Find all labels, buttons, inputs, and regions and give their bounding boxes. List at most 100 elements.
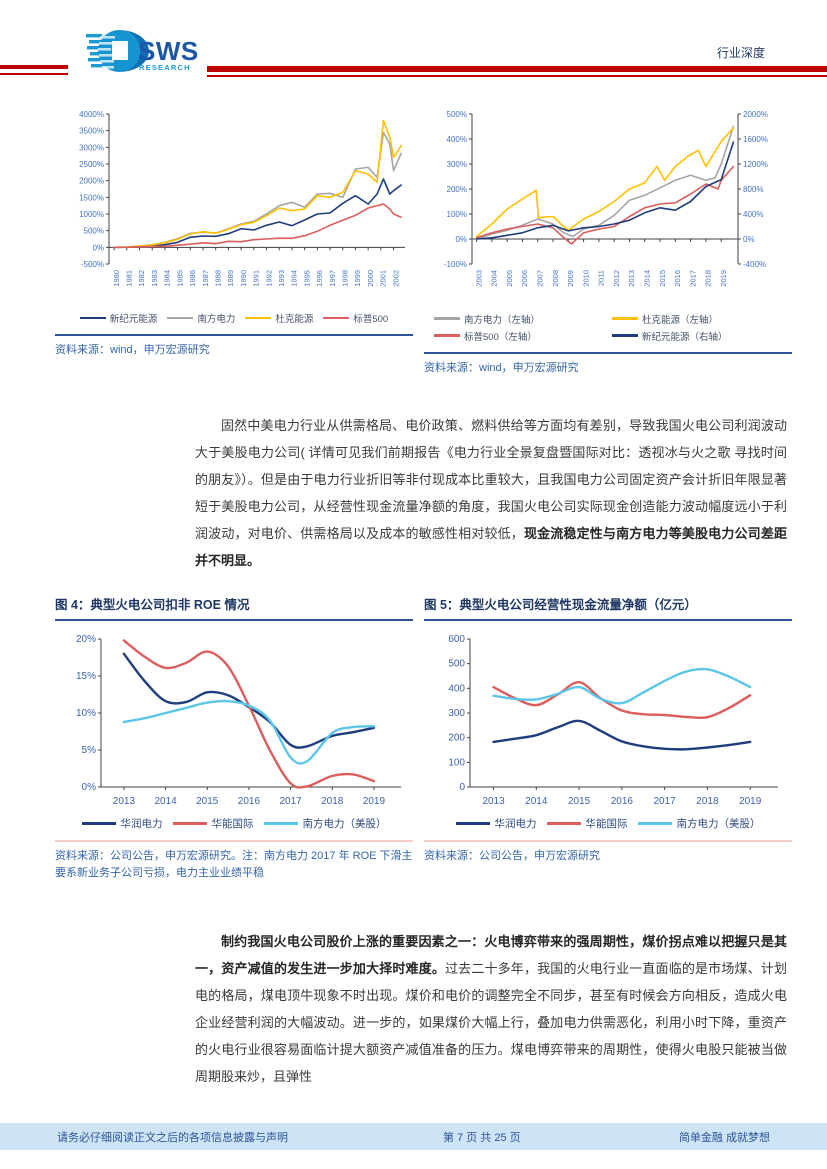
page-footer: 请务必仔细阅读正文之后的各项信息披露与声明 第 7 页 共 25 页 简单金融 … [0,1123,827,1150]
top-charts-row: 4000% 3500% 3000% 2500% 2000% 1500% 1000% 500% 0… [55,106,792,377]
bold-text-run: 现金流稳定性与南方电力等美股电力公司差距并不明显。 [195,526,787,568]
footer-disclaimer: 请务必仔细阅读正文之后的各项信息披露与声明 [57,1131,288,1144]
x-axis-tick-label: 1995 [302,270,311,287]
legend-label: 南方电力（左轴） [464,314,541,326]
report-type-label: 行业深度 [716,46,765,60]
series-line [122,699,376,765]
legend-label: 华能国际 [585,818,628,830]
chart-legend: 华润电力 华能国际 南方电力（美股） [424,815,792,832]
x-axis-tick-label: 1990 [239,270,248,287]
y-axis-tick-label: 400% [447,135,467,144]
text-run: 固然中美电力行业从供需格局、电价政策、燃料供给等方面均有差别，导致我国火电公司利… [195,418,787,541]
source-note: 资料来源：wind，申万宏源研究 [424,362,579,374]
x-axis-tick-label: 2005 [505,270,514,287]
x-axis-tick-label: 2013 [482,796,505,807]
cashflow-line-chart: 600 500 400 300 200 100 0 2013 2014 2015 2016 2017 2… [448,634,778,807]
y-axis-tick-label: 2000% [79,177,104,186]
chart-legend: 新纪元能源 南方电力 杜克能源 标普500 [55,310,413,326]
x-axis-tick-label: 2008 [551,270,560,287]
legend-label: 新纪元能源 [109,314,158,325]
y-axis-tick-label: 200% [447,185,467,194]
sws-logo: SWS RESEARCH [86,24,204,80]
y2-axis-tick-label: 800% [743,185,763,194]
header-rule [207,75,827,77]
x-axis-tick-label: 2017 [654,796,677,807]
legend-line-swatch [434,334,460,337]
x-axis-tick-label: 1991 [252,270,261,287]
y-axis-tick-label: 3000% [79,143,104,152]
x-axis-tick-label: 1999 [353,270,362,287]
y-axis-tick-label: 4000% [79,110,104,119]
legend-line-swatch [172,822,207,825]
x-axis-tick-label: 1984 [163,270,172,287]
y-axis-tick-label: 100 [448,757,465,768]
legend-label: 标普500（左轴） [464,331,537,343]
x-axis-tick-label: 1987 [201,270,210,287]
x-axis-tick-label: 2006 [520,270,529,287]
legend-line-swatch [245,316,272,320]
x-axis-tick-label: 1997 [328,270,337,287]
x-axis-tick-label: 2013 [627,270,636,287]
y-axis-tick-label: 500 [448,659,465,670]
figure-us-power-1980-2002: 4000% 3500% 3000% 2500% 2000% 1500% 1000% 500% 0… [55,106,413,377]
x-axis-tick-label: 2019 [363,796,386,807]
x-axis-tick-label: 2014 [525,796,548,807]
x-axis-tick-label: 1998 [341,270,350,287]
header-rule [207,66,827,72]
footer-slogan: 简单金融 成就梦想 [678,1131,770,1144]
legend-label: 新纪元能源（右轴） [642,331,728,343]
y-axis-tick-label: -100% [444,260,467,269]
legend-item: 新纪元能源（右轴） [612,329,728,343]
x-axis-tick-label: 1994 [290,270,299,287]
source-note: 资料来源：公司公告，申万宏源研究。注：南方电力 2017 年 ROE 下滑主要系… [55,850,413,880]
y-axis-tick-label: 2500% [79,160,104,169]
y-axis-tick-label: 300 [448,708,465,719]
y-axis-tick-label: 500% [447,110,467,119]
y-axis-tick-label: 0 [459,782,465,793]
legend-line-swatch [81,822,116,825]
legend-item: 南方电力（美股） [263,816,387,831]
series-line [113,178,402,249]
x-axis-tick-label: 1986 [188,270,197,287]
y2-axis-tick-label: 400% [743,210,763,219]
x-axis-tick-label: 2018 [321,796,344,807]
x-axis-tick-label: 2009 [566,270,575,287]
figure-divider [424,840,792,842]
legend-item: 华润电力 [455,816,537,831]
legend-line-swatch [79,316,106,320]
legend-item: 新纪元能源 [79,311,158,325]
figure-4-title: 图 4：典型火电公司扣非 ROE 情况 [55,594,413,621]
x-axis-tick-label: 2003 [474,270,483,287]
legend-item: 杜克能源（左轴） [612,312,718,326]
x-axis-tick-label: 1985 [175,270,184,287]
line-chart-1980-2002: 4000% 3500% 3000% 2500% 2000% 1500% 1000% 500% 0… [79,110,405,287]
series-line [113,119,402,249]
x-axis-tick-label: 2004 [490,270,499,287]
x-axis-tick-label: 2012 [612,270,621,287]
roe-line-chart: 20% 15% 10% 5% 0% 2013 2014 2015 2016 2017 2018 201… [76,634,401,807]
line-chart-2003-2019: 500% 400% 300% 200% 100% 0% -100% 2000% 1600% 120… [444,110,768,287]
x-axis-tick-label: 1983 [150,270,159,287]
y2-axis-tick-label: 2000% [743,110,768,119]
legend-label: 杜克能源 [275,314,314,325]
x-axis-tick-label: 2018 [704,270,713,287]
figures-4-5-row: 图 4：典型火电公司扣非 ROE 情况 20% 15% 10% 5% 0% 2013 201… [55,594,792,882]
x-axis-tick-label: 2010 [581,270,590,287]
chart-legend: 华润电力 华能国际 南方电力（美股） [55,815,413,832]
legend-line-swatch [612,317,638,320]
x-axis-tick-label: 1980 [112,270,121,287]
series-line [475,165,735,245]
x-axis-tick-label: 2002 [391,270,400,287]
series-line [475,141,735,240]
legend-label: 华润电力 [120,818,163,830]
y-axis-tick-label: 1500% [79,193,104,202]
y-axis-tick-label: 10% [76,708,96,719]
figure-5-title: 图 5：典型火电公司经营性现金流量净额（亿元） [424,594,792,621]
x-axis-tick-label: 2011 [597,270,606,286]
legend-item: 华润电力 [81,816,163,831]
footer-page-number: 第 7 页 共 25 页 [443,1131,521,1144]
y-axis-tick-label: 20% [76,634,96,645]
figure-divider [424,352,792,354]
legend-line-swatch [546,822,581,825]
x-axis-tick-label: 2013 [113,796,136,807]
